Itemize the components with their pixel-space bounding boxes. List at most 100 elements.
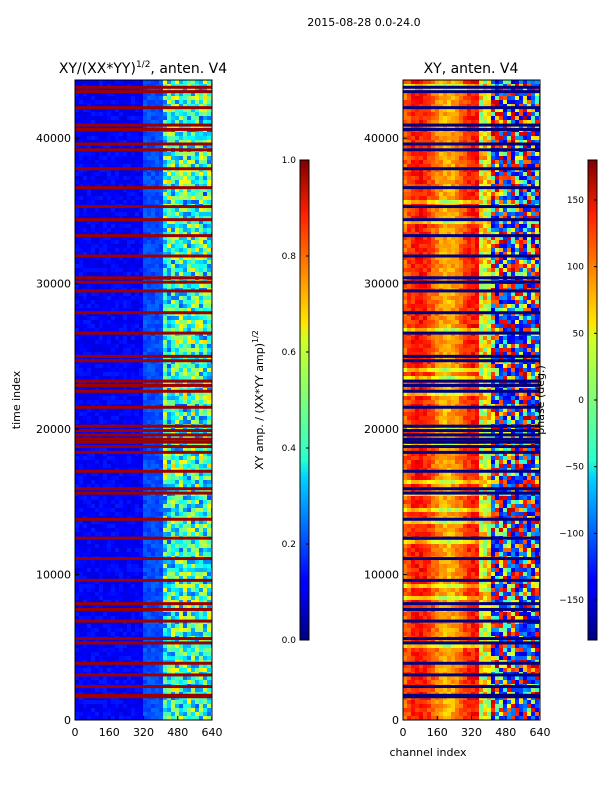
amplitude-cell <box>107 196 111 200</box>
amplitude-cell <box>163 560 167 564</box>
amplitude-cell <box>171 208 175 212</box>
amplitude-cell <box>139 256 143 260</box>
amplitude-cell <box>143 92 147 96</box>
amplitude-cell <box>87 376 91 380</box>
amplitude-cell <box>131 412 135 416</box>
amplitude-cell <box>99 624 103 628</box>
amplitude-cell <box>135 420 139 424</box>
amplitude-cell <box>163 196 167 200</box>
amplitude-cell <box>103 228 107 232</box>
amplitude-cell <box>87 340 91 344</box>
amplitude-cell <box>107 320 111 324</box>
amplitude-cell <box>187 644 191 648</box>
amplitude-cell <box>191 564 195 568</box>
amplitude-cell <box>175 268 179 272</box>
amplitude-cell <box>79 252 83 256</box>
amplitude-cell <box>111 564 115 568</box>
amplitude-cell <box>103 324 107 328</box>
amplitude-cell <box>123 324 127 328</box>
amplitude-cell <box>147 356 151 360</box>
amplitude-cell <box>115 252 119 256</box>
amplitude-cell <box>131 188 135 192</box>
amplitude-cell <box>111 252 115 256</box>
amplitude-cell <box>187 408 191 412</box>
amplitude-cell <box>183 200 187 204</box>
amplitude-cell <box>107 600 111 604</box>
amplitude-cell <box>95 588 99 592</box>
amplitude-cell <box>207 520 211 524</box>
amplitude-cell <box>167 244 171 248</box>
amplitude-cell <box>175 344 179 348</box>
amplitude-cell <box>155 628 159 632</box>
amplitude-cell <box>87 504 91 508</box>
amplitude-cell <box>199 100 203 104</box>
amplitude-cell <box>127 260 131 264</box>
amplitude-cell <box>163 548 167 552</box>
amplitude-cell <box>175 464 179 468</box>
amplitude-cell <box>79 268 83 272</box>
amplitude-cell <box>79 604 83 608</box>
amplitude-cell <box>203 504 207 508</box>
amplitude-cell <box>127 416 131 420</box>
amplitude-cell <box>155 616 159 620</box>
amplitude-cell <box>203 248 207 252</box>
amplitude-cell <box>195 520 199 524</box>
amplitude-cell <box>163 464 167 468</box>
amplitude-cell <box>195 96 199 100</box>
amplitude-cell <box>175 364 179 368</box>
amplitude-cell <box>99 196 103 200</box>
amplitude-cell <box>163 472 167 476</box>
amplitude-cell <box>187 136 191 140</box>
amplitude-cell <box>187 460 191 464</box>
amplitude-cell <box>111 452 115 456</box>
amplitude-cell <box>103 504 107 508</box>
amplitude-cell <box>163 284 167 288</box>
amplitude-cell <box>83 152 87 156</box>
amplitude-cell <box>151 296 155 300</box>
amplitude-cell <box>143 160 147 164</box>
amplitude-cell <box>199 112 203 116</box>
amplitude-cell <box>183 248 187 252</box>
amplitude-cell <box>75 612 79 616</box>
amplitude-cell <box>115 552 119 556</box>
amplitude-cell <box>151 632 155 636</box>
amplitude-cell <box>75 220 79 224</box>
amplitude-cell <box>187 452 191 456</box>
amplitude-cell <box>135 260 139 264</box>
amplitude-cell <box>187 632 191 636</box>
amplitude-cell <box>83 552 87 556</box>
amplitude-cell <box>111 296 115 300</box>
amplitude-cell <box>167 192 171 196</box>
amplitude-cell <box>111 308 115 312</box>
amplitude-cell <box>203 376 207 380</box>
amplitude-cell <box>191 264 195 268</box>
amplitude-cell <box>123 588 127 592</box>
amplitude-cell <box>147 628 151 632</box>
amplitude-cell <box>183 408 187 412</box>
amplitude-cell <box>79 400 83 404</box>
amplitude-cell <box>87 592 91 596</box>
amplitude-cell <box>191 456 195 460</box>
amplitude-cell <box>159 216 163 220</box>
amplitude-cell <box>183 560 187 564</box>
amplitude-cell <box>99 476 103 480</box>
amplitude-cell <box>87 324 91 328</box>
amplitude-cell <box>179 368 183 372</box>
amplitude-cell <box>207 136 211 140</box>
amplitude-cell <box>111 112 115 116</box>
amplitude-cell <box>131 604 135 608</box>
amplitude-cell <box>207 532 211 536</box>
amplitude-cell <box>115 180 119 184</box>
amplitude-cell <box>187 260 191 264</box>
amplitude-cell <box>179 156 183 160</box>
amplitude-cell <box>99 292 103 296</box>
amplitude-cell <box>99 616 103 620</box>
amplitude-cell <box>95 484 99 488</box>
amplitude-cell <box>75 216 79 220</box>
amplitude-cell <box>175 540 179 544</box>
amplitude-cell <box>195 572 199 576</box>
amplitude-cell <box>151 616 155 620</box>
amplitude-cell <box>199 320 203 324</box>
amplitude-cell <box>111 624 115 628</box>
amplitude-cell <box>127 220 131 224</box>
